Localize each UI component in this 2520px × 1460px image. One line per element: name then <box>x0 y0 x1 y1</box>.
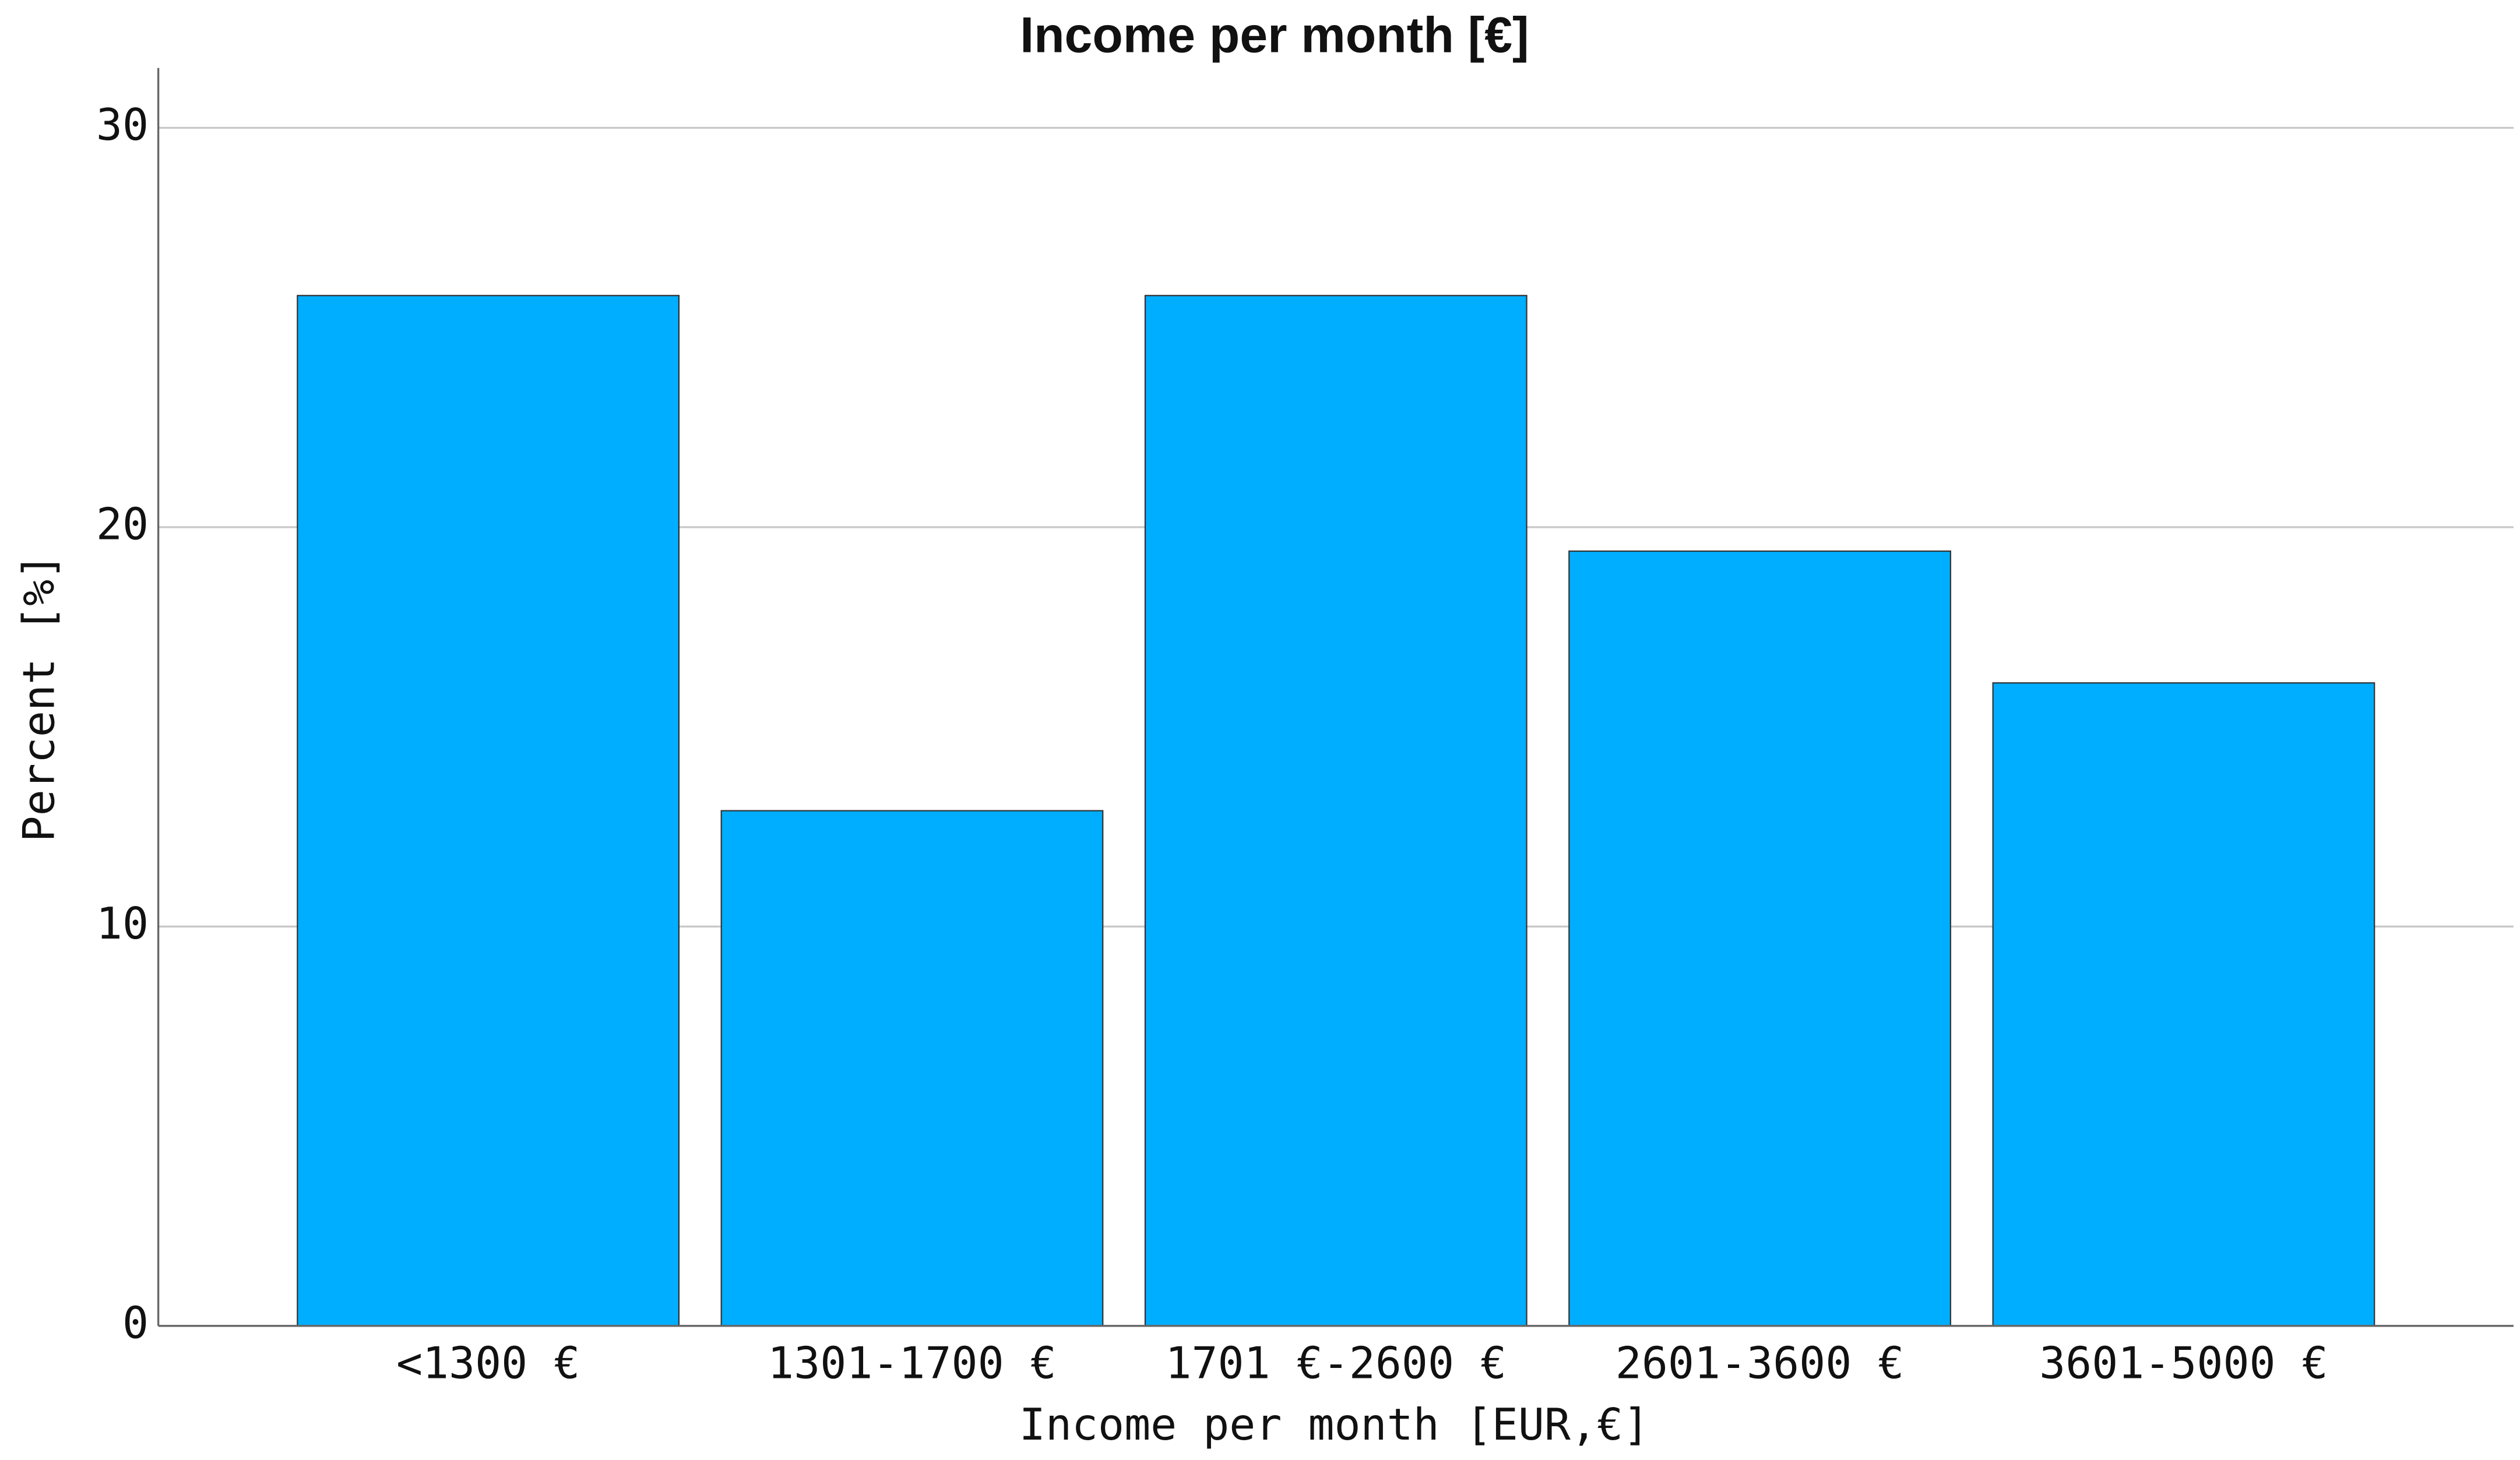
x-tick-label: 3601-5000 € <box>2039 1338 2328 1389</box>
y-tick-label: 20 <box>96 499 149 549</box>
x-axis-label: Income per month [EUR,€] <box>1019 1399 1649 1450</box>
y-axis-label: Percent [%] <box>14 553 65 842</box>
y-tick-label: 10 <box>96 898 149 949</box>
x-tick-label: 2601-3600 € <box>1616 1338 1905 1389</box>
bar <box>1992 682 2375 1327</box>
bar <box>297 295 680 1327</box>
y-tick-label: 30 <box>96 100 149 150</box>
y-tick-label: 0 <box>122 1297 149 1348</box>
bar <box>1568 550 1951 1327</box>
bar <box>720 810 1104 1327</box>
chart-title: Income per month [€] <box>1020 7 1529 63</box>
bar <box>1144 295 1528 1327</box>
x-tick-label: 1701 €-2600 € <box>1165 1338 1507 1389</box>
x-tick-label: 1301-1700 € <box>768 1338 1057 1389</box>
x-tick-label: <1300 € <box>396 1338 580 1389</box>
